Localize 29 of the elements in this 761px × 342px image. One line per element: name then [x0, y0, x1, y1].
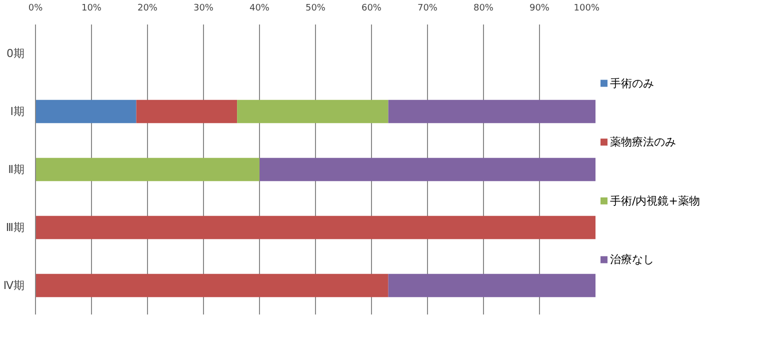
bar	[237, 100, 388, 124]
bar	[36, 158, 260, 182]
legend-label: 治療なし	[610, 253, 654, 266]
y-tick-label: Ⅳ期	[3, 279, 25, 292]
y-tick-label: Ⅱ期	[8, 163, 25, 176]
x-tick-label: 90%	[530, 4, 550, 14]
x-tick-label: 70%	[418, 4, 438, 14]
y-tick-label: 0期	[6, 47, 24, 60]
bar	[136, 100, 238, 124]
bar	[260, 158, 596, 182]
bar	[388, 274, 596, 298]
bar	[36, 216, 596, 240]
x-tick-label: 80%	[474, 4, 494, 14]
bar	[36, 274, 388, 298]
legend-label: 薬物療法のみ	[610, 136, 676, 149]
bar	[388, 100, 596, 124]
legend-label: 手術のみ	[610, 76, 654, 90]
x-tick-label: 40%	[250, 4, 270, 14]
x-tick-label: 30%	[194, 4, 214, 14]
legend-label: 手術/内視鏡+薬物	[610, 194, 700, 208]
x-tick-label: 20%	[138, 4, 158, 14]
x-tick-label: 60%	[362, 4, 382, 14]
x-tick-label: 50%	[306, 4, 326, 14]
x-tick-label: 0%	[28, 4, 44, 14]
bar	[36, 100, 136, 124]
y-tick-label: Ⅰ期	[10, 105, 25, 118]
x-tick-label: 10%	[82, 4, 102, 14]
y-tick-label: Ⅲ期	[6, 221, 25, 234]
x-tick-label: 100%	[574, 4, 600, 14]
